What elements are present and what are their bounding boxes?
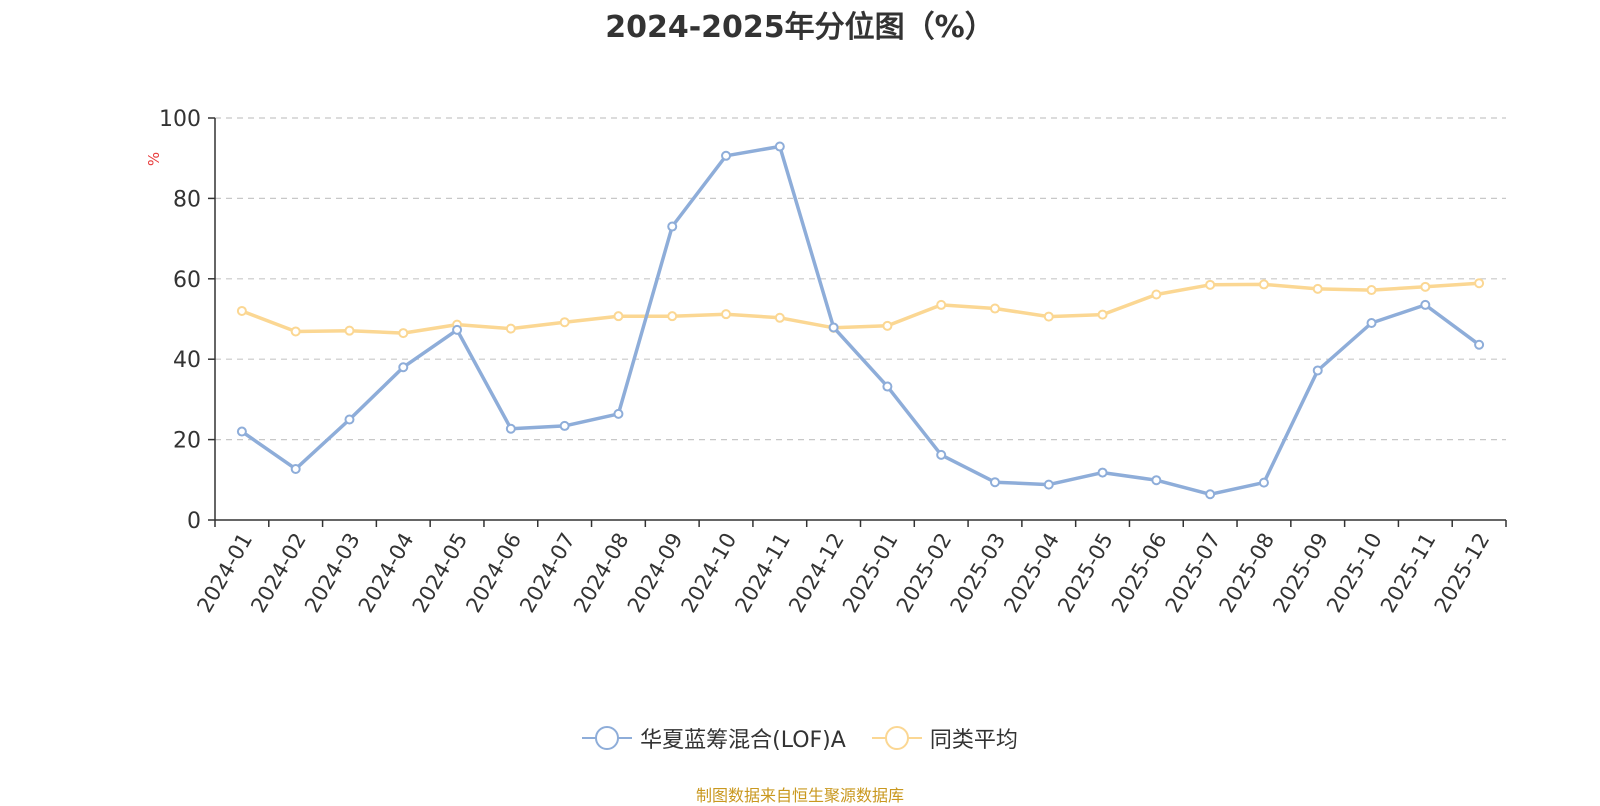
data-point-0-17 [1151,475,1162,486]
data-point-1-15 [1043,311,1054,322]
data-point-0-5 [505,423,516,434]
data-point-1-16 [1097,309,1108,320]
data-source-note: 制图数据来自恒生聚源数据库 [695,786,904,805]
line-chart: 0204060801002024-012024-022024-032024-04… [159,107,1507,617]
data-point-1-0 [236,305,247,316]
data-point-1-5 [505,323,516,334]
data-point-0-0 [236,426,247,437]
data-point-0-4 [452,324,463,335]
data-point-0-14 [989,477,1000,488]
data-point-1-18 [1205,279,1216,290]
data-point-1-1 [290,326,301,337]
data-point-1-9 [721,309,732,320]
legend-swatch-peer-average [871,725,922,751]
legend-label-peer-average: 同类平均 [929,728,1018,753]
data-point-0-7 [613,408,624,419]
legend: 华夏蓝筹混合(LOF)A 同类平均 [0,722,1600,754]
legend-swatch-fund [582,725,633,751]
data-point-0-19 [1258,477,1269,488]
data-point-0-10 [774,141,785,152]
data-point-0-12 [882,381,893,392]
y-tick-label: 80 [173,187,201,212]
data-point-1-10 [774,312,785,323]
data-point-0-8 [667,221,678,232]
data-point-0-1 [290,463,301,474]
data-point-1-23 [1474,278,1485,289]
data-point-0-21 [1366,318,1377,329]
data-point-0-22 [1420,299,1431,310]
legend-item-peer-average[interactable]: 同类平均 [871,722,1018,754]
y-tick-label: 0 [187,509,201,534]
data-point-0-3 [398,362,409,373]
data-point-0-2 [344,414,355,425]
y-tick-label: 60 [173,268,201,293]
data-point-1-6 [559,317,570,328]
y-tick-label: 100 [159,107,201,132]
data-point-1-22 [1420,281,1431,292]
y-tick-label: 40 [173,348,201,373]
data-point-0-11 [828,322,839,333]
data-point-1-8 [667,311,678,322]
data-point-0-13 [936,449,947,460]
data-point-1-17 [1151,289,1162,300]
data-point-0-16 [1097,467,1108,478]
data-point-1-14 [989,303,1000,314]
data-point-1-20 [1312,283,1323,294]
legend-item-fund[interactable]: 华夏蓝筹混合(LOF)A [582,722,846,754]
data-point-0-20 [1312,365,1323,376]
chart-title: 2024-2025年分位图（%） [605,10,995,45]
data-point-0-18 [1205,489,1216,500]
y-tick-label: 20 [173,429,201,454]
data-point-0-23 [1474,339,1485,350]
data-point-1-21 [1366,285,1377,296]
data-point-1-12 [882,320,893,331]
series-line-0 [240,144,1481,497]
data-point-0-6 [559,420,570,431]
series-line-1 [240,281,1481,335]
data-point-1-3 [398,328,409,339]
legend-label-fund: 华夏蓝筹混合(LOF)A [640,728,846,753]
data-point-0-9 [721,150,732,161]
data-point-1-7 [613,311,624,322]
data-point-0-15 [1043,479,1054,490]
data-point-1-2 [344,325,355,336]
data-point-1-19 [1258,279,1269,290]
data-point-1-13 [936,299,947,310]
